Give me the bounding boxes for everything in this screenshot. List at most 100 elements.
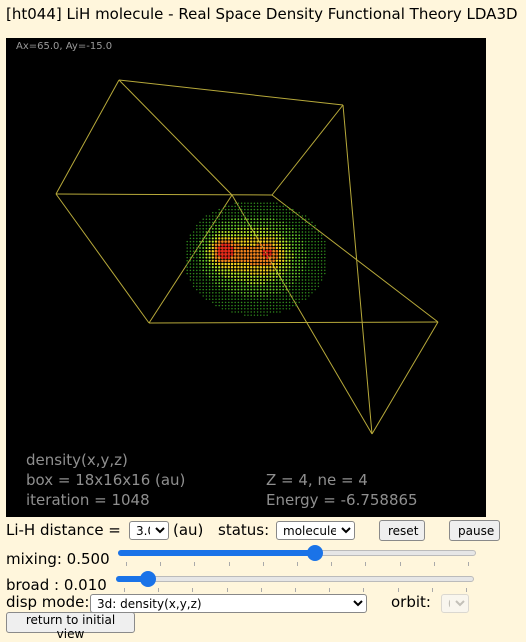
density-point <box>228 308 230 310</box>
density-point <box>288 227 291 230</box>
density-point <box>218 304 220 307</box>
density-point <box>253 301 256 304</box>
density-point <box>237 243 240 247</box>
density-point <box>196 282 198 284</box>
density-point <box>282 243 285 246</box>
density-point <box>247 221 249 224</box>
density-point <box>208 224 211 227</box>
density-point <box>259 275 262 278</box>
density-point <box>272 240 275 243</box>
density-point <box>298 234 301 237</box>
density-point <box>291 231 294 233</box>
density-point <box>253 230 256 234</box>
density-point <box>211 285 214 288</box>
density-plot-canvas <box>55 79 439 435</box>
density-point <box>240 221 243 224</box>
density-point <box>266 298 269 301</box>
density-point <box>211 224 214 227</box>
density-point <box>208 221 211 224</box>
density-point <box>269 215 272 217</box>
density-point <box>234 278 237 282</box>
density-point <box>227 237 231 240</box>
density-point <box>314 263 317 265</box>
density-point <box>307 275 310 278</box>
density-point <box>186 263 188 265</box>
density-point <box>282 304 284 307</box>
density-point <box>308 221 310 224</box>
density-point <box>298 253 301 256</box>
broad-slider[interactable] <box>116 569 474 592</box>
density-point <box>233 253 237 256</box>
distance-select[interactable]: 3.0 <box>129 521 169 540</box>
box-edge <box>371 321 439 435</box>
density-point <box>275 243 278 246</box>
status-select[interactable]: molecule <box>276 521 355 540</box>
box-edge <box>231 194 373 435</box>
density-point <box>247 208 249 211</box>
density-point <box>295 221 297 224</box>
density-point <box>202 234 205 237</box>
density-point <box>192 269 195 272</box>
slider-tick <box>260 588 262 592</box>
density-point <box>199 259 201 262</box>
density-point <box>279 288 281 291</box>
density-point <box>250 234 253 237</box>
mixing-slider-thumb[interactable] <box>306 545 323 561</box>
density-point <box>195 243 198 246</box>
density-point <box>314 234 316 236</box>
density-point <box>304 279 307 281</box>
density-point <box>275 259 279 263</box>
density-point <box>230 234 234 237</box>
density-point <box>224 208 227 211</box>
slider-tick <box>329 588 331 592</box>
density-point <box>320 260 323 262</box>
density-point <box>202 266 205 269</box>
density-point <box>288 304 291 307</box>
density-point <box>301 292 304 294</box>
density-point <box>301 243 304 246</box>
density-point <box>224 269 227 272</box>
density-point <box>279 208 281 211</box>
density-point <box>288 291 291 294</box>
density-point <box>253 215 256 217</box>
density-point <box>205 250 208 253</box>
density-point <box>246 240 250 243</box>
density-point <box>298 295 300 297</box>
density-point <box>221 279 224 281</box>
density-point <box>285 272 288 275</box>
pause-button[interactable]: pause <box>449 520 500 541</box>
density-point <box>272 285 275 288</box>
density-point <box>259 301 262 304</box>
density-point <box>208 246 211 250</box>
density-point <box>221 237 224 240</box>
density-point <box>186 256 188 259</box>
density-point <box>253 308 256 310</box>
mixing-slider[interactable] <box>118 543 476 566</box>
density-point <box>221 304 224 307</box>
density-point <box>212 301 214 304</box>
density-point <box>243 282 246 285</box>
density-point <box>218 215 220 217</box>
density-point <box>221 295 224 297</box>
density-point <box>314 250 317 252</box>
density-point <box>259 295 262 297</box>
density-point <box>208 227 211 230</box>
density-point <box>282 208 284 211</box>
density-point <box>291 282 294 285</box>
density-point <box>291 285 294 288</box>
density-point <box>192 282 195 284</box>
disp-mode-select[interactable]: 3d: density(x,y,z) <box>90 594 367 613</box>
density-point <box>259 298 262 301</box>
broad-slider-thumb[interactable] <box>140 571 157 587</box>
density-point <box>266 304 268 307</box>
density-point <box>218 208 220 211</box>
density-3d-viewport[interactable]: Ax=65.0, Ay=-15.0 density(x,y,z) box = 1… <box>6 38 486 517</box>
density-point <box>262 256 266 259</box>
density-point <box>301 231 304 233</box>
return-to-initial-view-button[interactable]: return to initial view <box>6 612 135 641</box>
density-point <box>237 308 240 310</box>
slider-tick <box>160 562 162 566</box>
reset-button[interactable]: reset <box>379 520 425 541</box>
density-point <box>218 295 220 297</box>
density-point <box>237 249 240 253</box>
